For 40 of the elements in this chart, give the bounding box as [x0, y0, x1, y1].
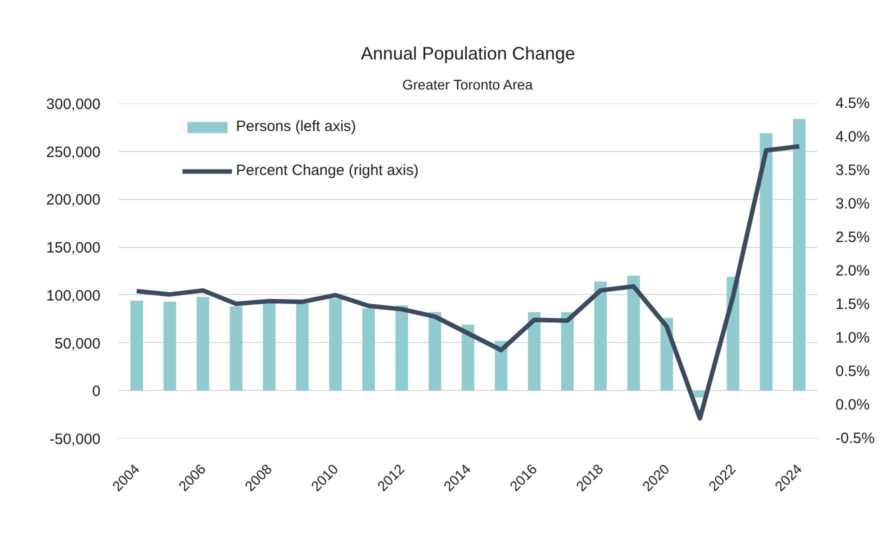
- y2-tick-label: 3.5%: [836, 162, 870, 179]
- bar: [262, 304, 276, 391]
- bar: [462, 324, 474, 391]
- y-tick-label: 300,000: [46, 96, 101, 113]
- bar: [164, 302, 176, 391]
- bar: [528, 312, 541, 391]
- bar: [130, 300, 144, 391]
- bar: [329, 298, 342, 391]
- y2-tick-label: 4.5%: [836, 95, 870, 112]
- bar: [760, 133, 772, 391]
- y-tick-label: 200,000: [46, 192, 101, 209]
- y2-tick-label: 2.5%: [836, 229, 870, 246]
- y-tick-label: 100,000: [46, 287, 101, 304]
- y-tick-label: 0: [92, 383, 100, 400]
- bar: [395, 305, 408, 391]
- bar: [627, 276, 640, 391]
- y-tick-label: 50,000: [54, 335, 101, 352]
- bar: [296, 304, 309, 391]
- bar: [230, 306, 242, 391]
- bar: [428, 312, 442, 391]
- chart-title: Annual Population Change: [360, 44, 576, 64]
- y-tick-label: 150,000: [46, 240, 101, 257]
- y2-tick-label: 1.0%: [836, 330, 870, 346]
- bar: [792, 118, 806, 391]
- y2-tick-label: 1.5%: [836, 296, 870, 313]
- bar: [362, 308, 375, 391]
- y2-tick-label: 0.5%: [836, 363, 870, 380]
- y-tick-label: -50,000: [50, 431, 100, 448]
- y2-tick-label: -0.5%: [836, 430, 875, 447]
- y-tick-label: 250,000: [46, 144, 101, 161]
- legend-label: Persons (left axis): [236, 118, 356, 135]
- y2-tick-label: 4.0%: [836, 128, 870, 146]
- y2-tick-label: 2.0%: [836, 262, 870, 280]
- bar: [594, 282, 607, 391]
- y2-tick-label: 0.0%: [836, 396, 870, 414]
- bar: [561, 312, 574, 391]
- chart-subtitle: Greater Toronto Area: [402, 76, 533, 92]
- bar: [196, 296, 210, 391]
- legend-label: Percent Change (right axis): [236, 162, 419, 179]
- y2-tick-label: 3.0%: [836, 196, 870, 212]
